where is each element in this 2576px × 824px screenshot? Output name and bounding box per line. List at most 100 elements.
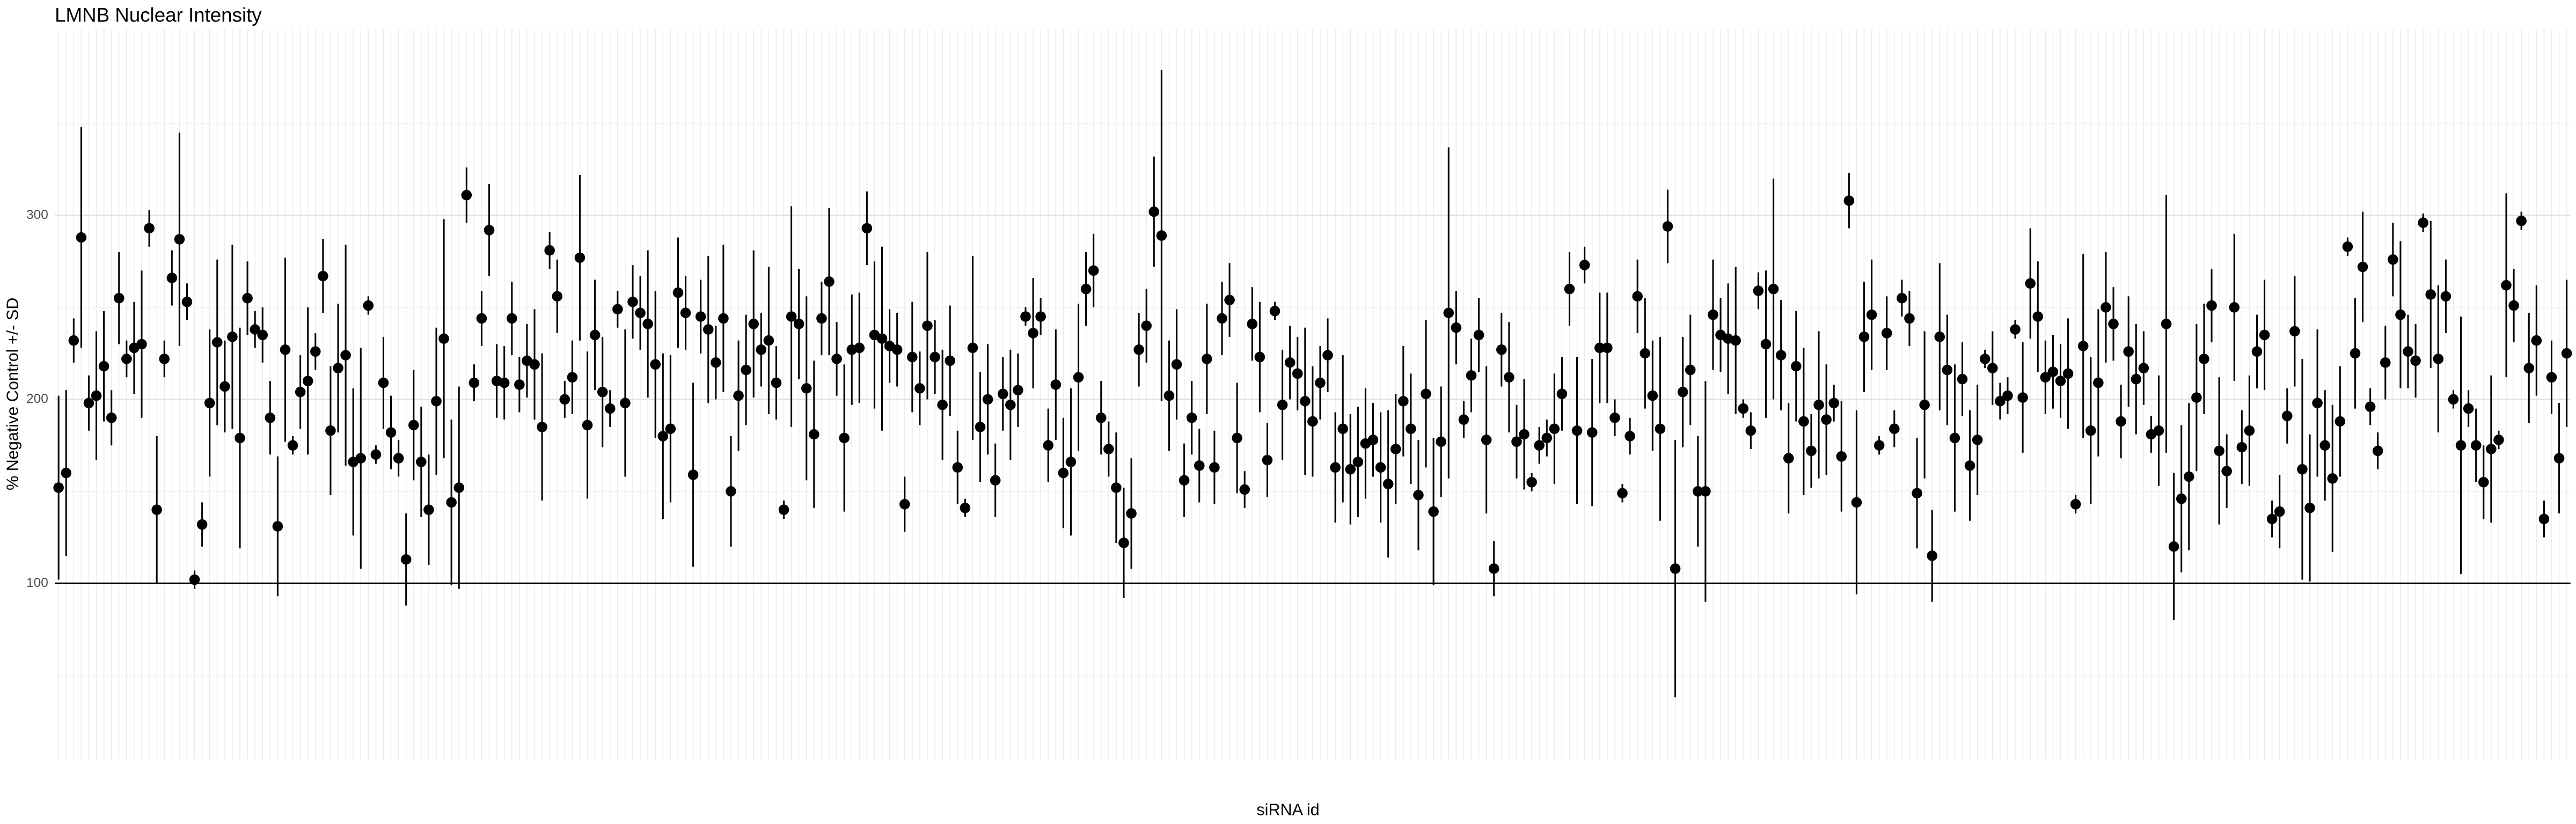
point: [2017, 392, 2028, 403]
point: [1171, 359, 1182, 370]
point: [1050, 379, 1062, 390]
point: [257, 329, 268, 341]
point: [2553, 453, 2565, 464]
point: [2184, 471, 2194, 482]
point: [446, 497, 457, 508]
point: [1088, 265, 1099, 276]
point: [1375, 462, 1386, 473]
point: [355, 453, 367, 464]
point: [967, 342, 978, 354]
point: [1708, 309, 1718, 320]
point: [340, 350, 351, 360]
point: [385, 427, 397, 438]
point: [333, 363, 343, 373]
point: [1156, 230, 1167, 241]
point: [1209, 462, 1220, 473]
point: [272, 521, 283, 532]
point: [997, 388, 1008, 399]
point: [2516, 215, 2527, 226]
point: [1496, 344, 1507, 355]
point: [302, 376, 313, 386]
y-tick-label: 200: [26, 392, 48, 406]
point: [2304, 503, 2315, 513]
point: [2214, 445, 2224, 457]
point: [1655, 423, 1666, 435]
point: [1232, 432, 1242, 444]
point: [1693, 486, 1703, 497]
point: [1065, 457, 1077, 467]
point: [2531, 335, 2542, 346]
point: [1421, 388, 1431, 399]
point: [325, 425, 336, 436]
point: [899, 499, 910, 510]
point: [597, 386, 608, 398]
point: [876, 333, 888, 344]
point: [2032, 311, 2044, 322]
grid: 100 200 300: [26, 30, 2571, 760]
point: [1111, 482, 1122, 493]
point: [1103, 444, 1114, 454]
point: [1730, 335, 1741, 346]
point: [514, 379, 525, 390]
point: [559, 394, 570, 405]
point: [2108, 319, 2119, 329]
point: [68, 335, 79, 346]
point: [1775, 350, 1787, 360]
point: [1028, 328, 1038, 339]
point: [2070, 499, 2081, 510]
point: [2055, 376, 2066, 386]
point: [1806, 445, 1817, 457]
point: [113, 293, 125, 304]
point: [1685, 364, 1696, 376]
point: [1594, 342, 1605, 354]
point: [1488, 563, 1499, 574]
point: [2010, 324, 2021, 335]
point: [2259, 329, 2270, 341]
point: [1367, 435, 1379, 445]
point: [778, 504, 789, 516]
y-tick-label: 300: [26, 208, 48, 222]
point: [2168, 541, 2179, 552]
point: [1300, 396, 1311, 407]
x-axis-label: siRNA id: [1256, 801, 1319, 819]
point: [1881, 328, 1892, 339]
point: [174, 234, 185, 245]
point: [506, 313, 517, 324]
point: [687, 469, 699, 480]
point: [1858, 332, 1870, 342]
point: [1315, 377, 1326, 388]
point: [1617, 488, 1628, 499]
point: [612, 304, 623, 315]
point: [1247, 319, 1258, 329]
point: [1526, 476, 1537, 488]
point: [604, 403, 616, 414]
point: [469, 377, 480, 388]
point: [1904, 313, 1915, 324]
point: [2274, 506, 2285, 517]
point: [1284, 357, 1296, 368]
point: [2191, 392, 2202, 403]
point: [2327, 473, 2338, 484]
point: [2062, 368, 2074, 379]
point: [2523, 363, 2535, 373]
point: [801, 383, 812, 394]
point: [1972, 435, 1983, 445]
point: [1413, 490, 1424, 501]
point: [1897, 293, 1907, 304]
point: [2501, 280, 2512, 291]
point: [1571, 425, 1583, 436]
point: [2388, 254, 2398, 265]
point: [1095, 412, 1107, 423]
point: [2176, 493, 2187, 504]
point: [907, 351, 918, 363]
point: [1322, 350, 1333, 360]
point: [1843, 195, 1855, 206]
point: [235, 432, 245, 444]
point: [574, 252, 586, 263]
point: [1217, 313, 1227, 324]
point: [1821, 414, 1832, 425]
point: [1768, 283, 1779, 295]
point: [1126, 508, 1137, 519]
point: [2161, 319, 2172, 329]
point: [1141, 320, 1152, 332]
